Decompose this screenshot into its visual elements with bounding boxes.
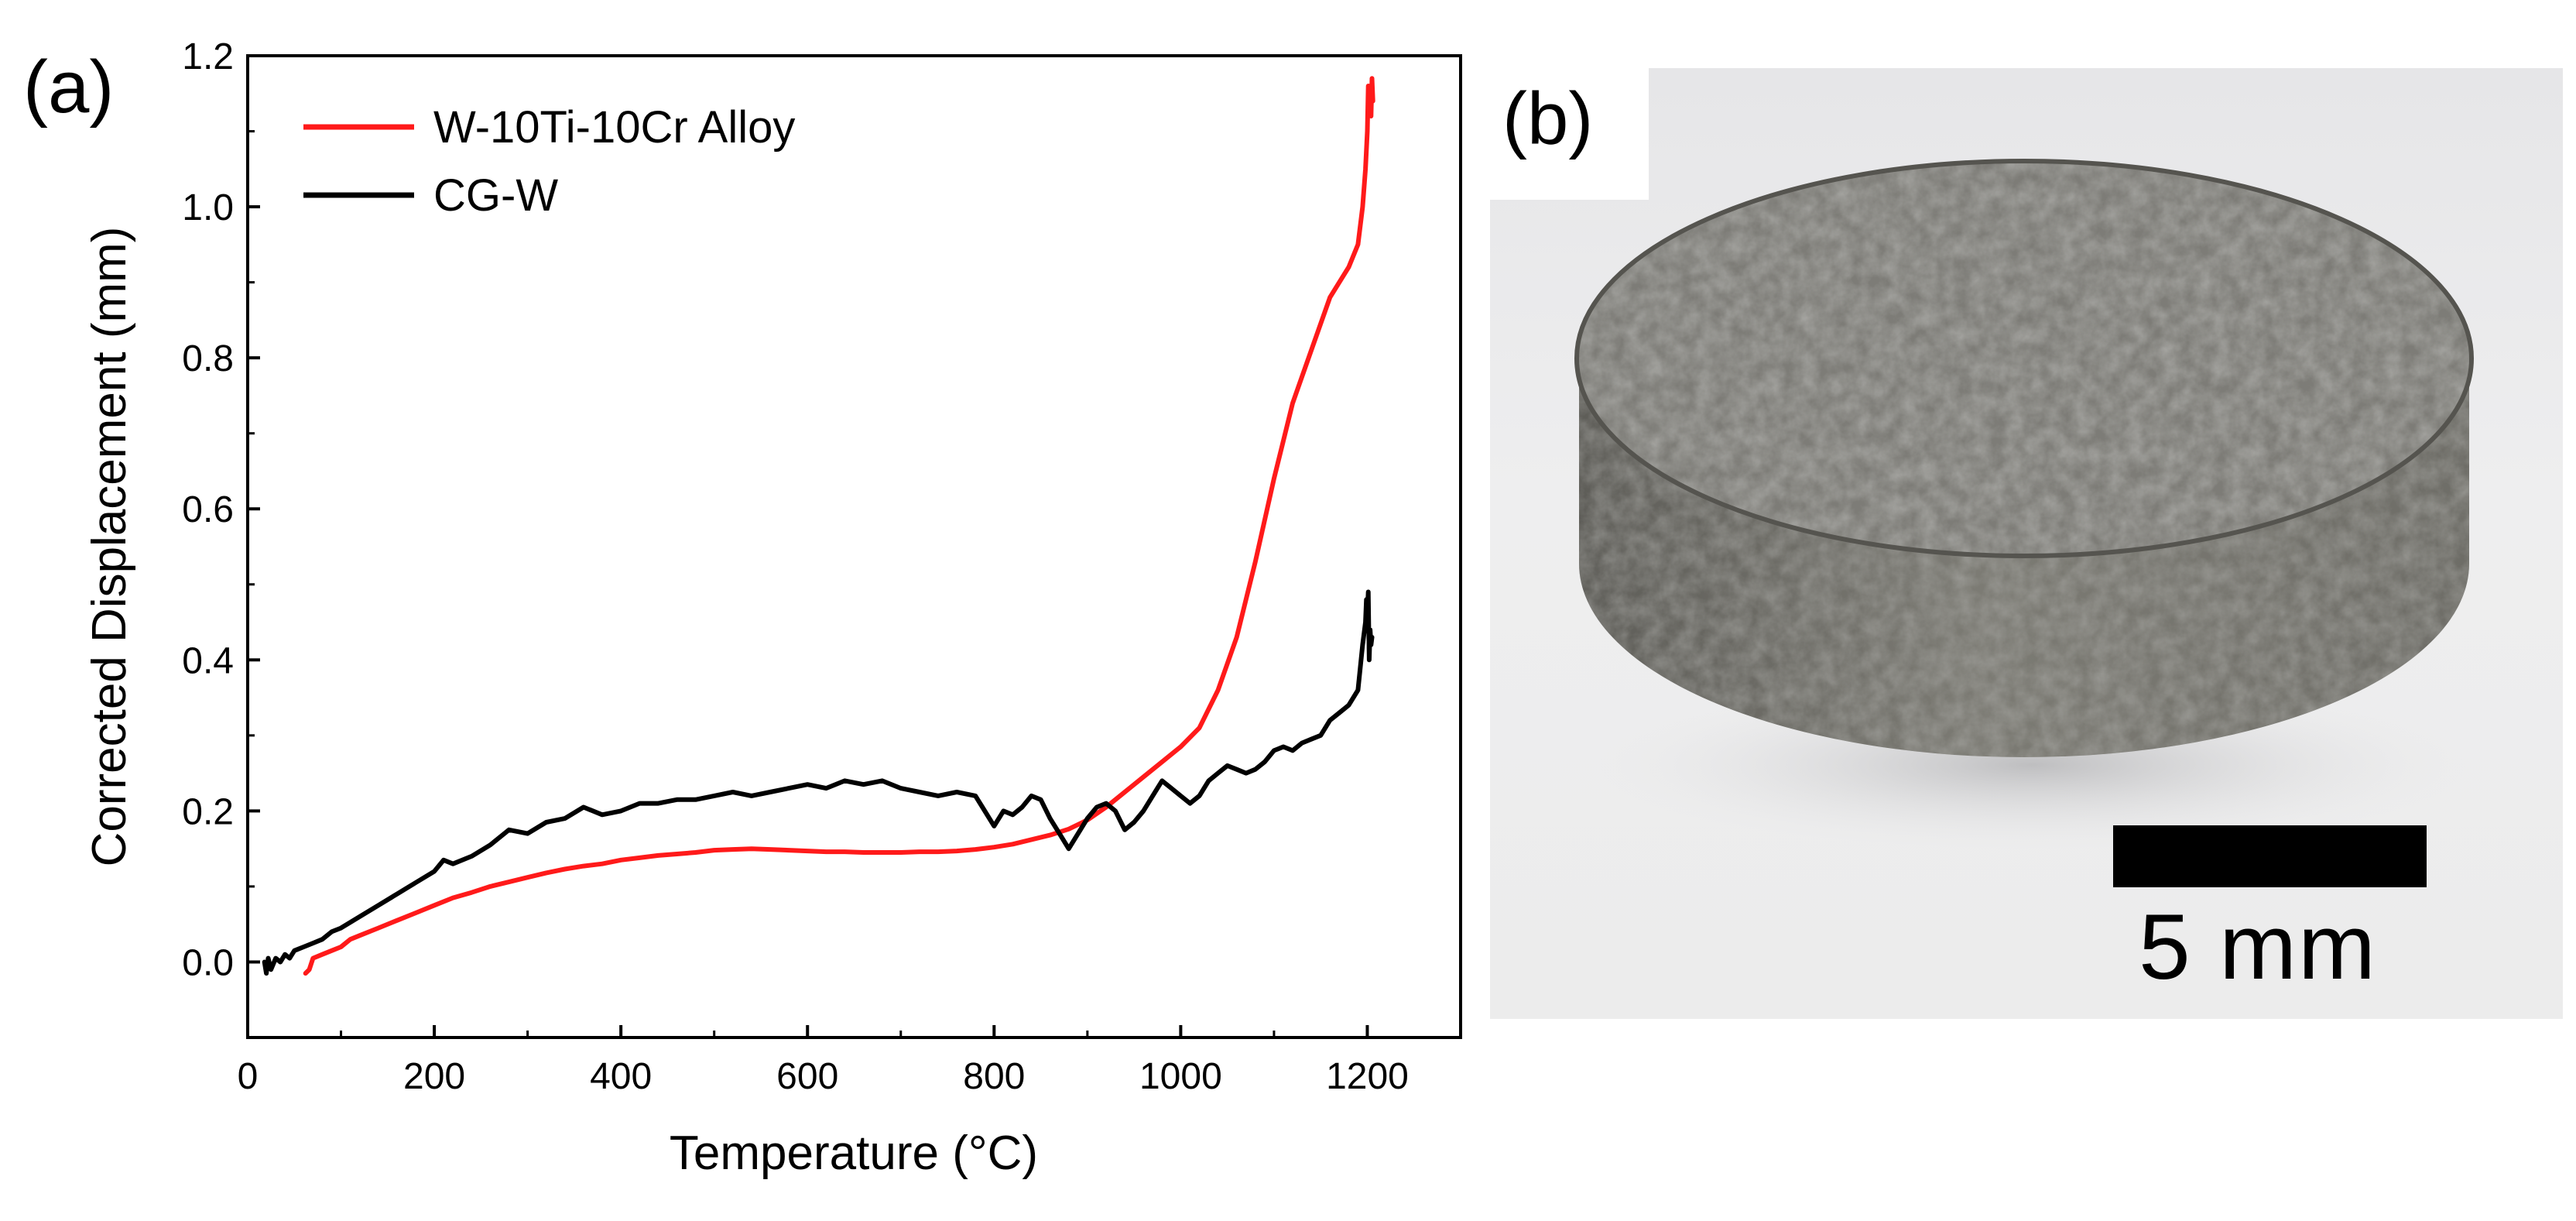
displacement-chart: 0 200 400 600 800 1000 1200 0.0 0.2 0.4 0.6 0.8 1.0 1… [23,36,1462,1180]
x-tick-label: 0 [238,1056,259,1097]
legend: W-10Ti-10Cr Alloy CG-W [303,102,795,221]
y-tick-label: 0.8 [182,338,234,379]
x-axis-title: Temperature (°C) [670,1127,1038,1180]
scale-bar-label: 5 mm [2139,895,2377,999]
x-tick-label: 400 [590,1056,652,1097]
disc-top-texture [1577,161,2472,556]
y-tick-label: 0.0 [182,942,234,983]
x-tick-label: 600 [776,1056,838,1097]
panel-b-label: (b) [1502,77,1594,160]
y-tick-label: 1.2 [182,36,234,77]
series-line-alloy [303,76,1375,976]
legend-label-alloy: W-10Ti-10Cr Alloy [433,102,795,153]
x-tick-label: 800 [963,1056,1025,1097]
x-tick-label: 200 [403,1056,465,1097]
scale-bar [2113,825,2427,887]
plot-frame [246,54,1462,1039]
x-tick-label: 1200 [1326,1056,1409,1097]
panel-a-label: (a) [23,46,114,129]
specimen-disc [1574,159,2474,850]
panel-b-label-box: (b) [1490,68,1649,200]
x-tick-label: 1000 [1139,1056,1222,1097]
y-axis-title: Corrected Displacement (mm) [83,227,136,867]
disc-rim [1574,159,2474,558]
y-tick-label: 0.2 [182,791,234,832]
y-tick-label: 0.4 [182,640,234,681]
y-tick-label: 1.0 [182,187,234,228]
series-line-cgw [262,589,1375,976]
legend-label-cgw: CG-W [433,170,558,221]
specimen-photo: (b) 5 mm [1490,68,2563,1019]
y-tick-label: 0.6 [182,489,234,530]
